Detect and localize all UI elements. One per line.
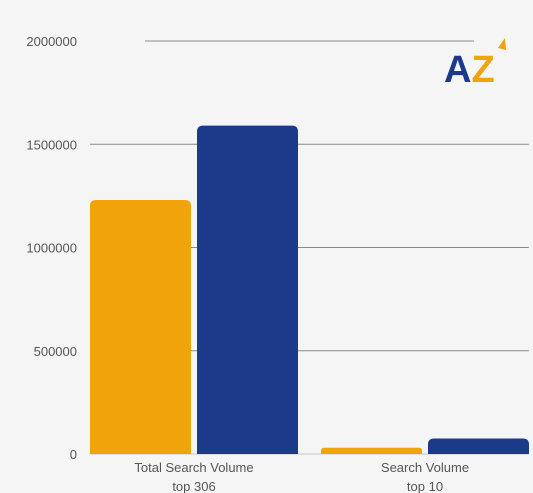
x-axis-category-labels: Total Search Volume top 306 Search Volume t… [134,460,469,493]
az-logo: AZ [444,38,506,91]
y-tick-label: 500000 [34,344,77,359]
logo-letter-z: Z [471,49,494,91]
y-tick-label: 1000000 [26,241,77,256]
bar [90,200,191,454]
category-label: Total Search Volume [134,460,253,475]
category-label: top 10 [407,479,443,493]
y-tick-label: 0 [70,447,77,462]
category-label: Search Volume [381,460,469,475]
bar [321,447,422,454]
y-tick-label: 1500000 [26,137,77,152]
y-axis-tick-labels: 0 500000 1000000 1500000 2000000 [26,34,77,462]
bar [428,438,529,454]
logo-arrow-icon [498,38,506,50]
bars [90,125,529,454]
y-tick-label: 2000000 [26,34,77,49]
logo-letter-a: A [444,49,471,91]
logo-text: AZ [444,49,495,91]
bar [197,125,298,454]
category-label: top 306 [172,479,215,493]
